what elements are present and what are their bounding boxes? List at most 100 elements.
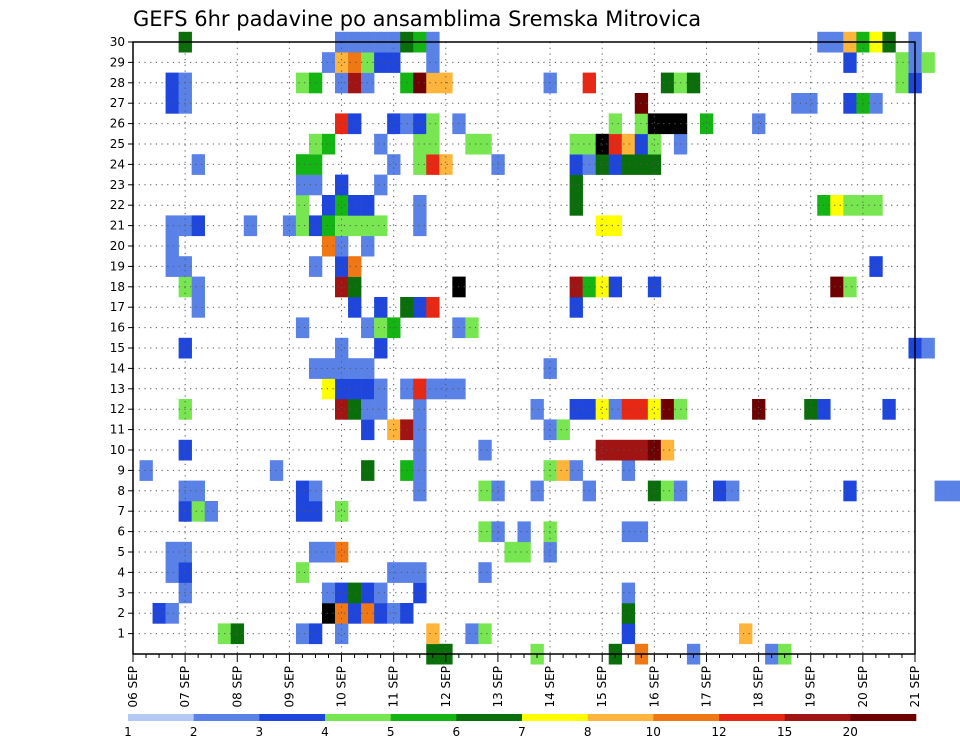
heatmap-cell [804, 399, 818, 420]
heatmap-cell [608, 439, 623, 461]
heatmap-cell [413, 419, 427, 441]
heatmap-cell [152, 603, 166, 624]
heatmap-cell [165, 72, 179, 94]
heatmap-cell [374, 378, 388, 400]
heatmap-cell [335, 113, 349, 135]
heatmap-cell [595, 276, 610, 298]
heatmap-cell [647, 399, 662, 420]
heatmap-cell [739, 623, 753, 645]
heatmap-cell [895, 72, 909, 94]
x-tick-label: 18 SEP [752, 666, 766, 708]
y-tick-label: 10 [110, 443, 125, 457]
heatmap-cell [165, 235, 179, 257]
colorbar-swatch [128, 714, 194, 721]
x-tick-label: 19 SEP [804, 666, 818, 708]
heatmap-cell [335, 276, 349, 298]
heatmap-cell [478, 562, 492, 583]
heatmap-cell [426, 133, 440, 155]
heatmap-cell [465, 317, 479, 339]
heatmap-cell [569, 297, 583, 318]
heatmap-cell [608, 399, 623, 420]
heatmap-cell [413, 215, 427, 237]
heatmap-cell [439, 378, 453, 400]
heatmap-cell [335, 378, 349, 400]
heatmap-cell [530, 399, 544, 420]
heatmap-cell [295, 480, 310, 502]
heatmap-cell [752, 399, 766, 420]
heatmap-cell [921, 337, 935, 359]
heatmap-cell [191, 501, 205, 522]
heatmap-cell [321, 582, 336, 604]
colorbar-label: 2 [190, 725, 198, 739]
heatmap-cell [348, 582, 362, 604]
heatmap-cell [295, 195, 310, 216]
heatmap-cell [348, 276, 362, 298]
heatmap-cell [191, 276, 205, 298]
heatmap-cell [595, 133, 610, 155]
y-tick-label: 20 [110, 239, 125, 253]
heatmap-cell [335, 582, 349, 604]
heatmap-cell [321, 215, 336, 237]
heatmap-cell [595, 439, 610, 461]
heatmap-cell [869, 93, 883, 114]
y-tick-label: 3 [117, 586, 125, 600]
heatmap-cell [374, 52, 388, 73]
heatmap-cell [165, 256, 179, 277]
heatmap-cell [374, 582, 388, 604]
heatmap-cell [621, 399, 636, 420]
heatmap-cell [439, 154, 453, 175]
heatmap-cell [295, 72, 310, 94]
heatmap-cell [413, 399, 427, 420]
heatmap-cell [165, 541, 179, 563]
colorbar-swatch [850, 714, 917, 721]
heatmap-cell [321, 358, 336, 379]
y-tick-label: 23 [110, 178, 125, 192]
y-axis-ticks: 1234567891011121314151617181920212223242… [110, 35, 133, 641]
heatmap-cell [569, 399, 583, 420]
heatmap-cell [374, 399, 388, 420]
heatmap-cell [426, 378, 440, 400]
heatmap-cell [843, 276, 857, 298]
heatmap-cell [165, 215, 179, 237]
heatmap-cell [413, 154, 427, 175]
heatmap-cell [335, 358, 349, 379]
heatmap-cell [374, 297, 388, 318]
heatmap-cell [191, 154, 205, 175]
colorbar-label: 10 [646, 725, 661, 739]
heatmap-cell [608, 276, 623, 298]
y-tick-label: 24 [110, 157, 125, 171]
heatmap-cell [335, 501, 349, 522]
heatmap-cell [413, 113, 427, 135]
y-tick-label: 4 [117, 565, 125, 579]
heatmap-cell [335, 623, 349, 645]
heatmap-cell [791, 93, 805, 114]
x-tick-label: 14 SEP [543, 666, 557, 708]
colorbar-label: 12 [711, 725, 726, 739]
x-tick-label: 16 SEP [647, 666, 661, 708]
heatmap-cell [843, 195, 857, 216]
heatmap-cell [191, 297, 205, 318]
heatmap-cell [504, 541, 518, 563]
y-tick-label: 21 [110, 219, 125, 233]
heatmap-cell [335, 235, 349, 257]
heatmap-cell [934, 480, 948, 502]
heatmap-cell [348, 52, 362, 73]
heatmap-cell [321, 52, 336, 73]
chart-title: GEFS 6hr padavine po ansamblima Sremska … [133, 7, 701, 31]
heatmap-cell [830, 195, 844, 216]
heatmap-cell [374, 174, 388, 196]
heatmap-cell [348, 297, 362, 318]
heatmap-cell [843, 52, 857, 73]
heatmap-cell [660, 113, 675, 135]
heatmap-cell [413, 480, 427, 502]
x-tick-label: 07 SEP [178, 666, 192, 708]
heatmap-cell [882, 399, 896, 420]
heatmap-cell [595, 399, 610, 420]
heatmap-cell [413, 582, 427, 604]
x-tick-label: 10 SEP [335, 666, 349, 708]
heatmap-cell [426, 72, 440, 94]
heatmap-cell [348, 72, 362, 94]
heatmap-cell [465, 133, 479, 155]
heatmap-cell [647, 154, 662, 175]
colorbar-label: 3 [255, 725, 263, 739]
